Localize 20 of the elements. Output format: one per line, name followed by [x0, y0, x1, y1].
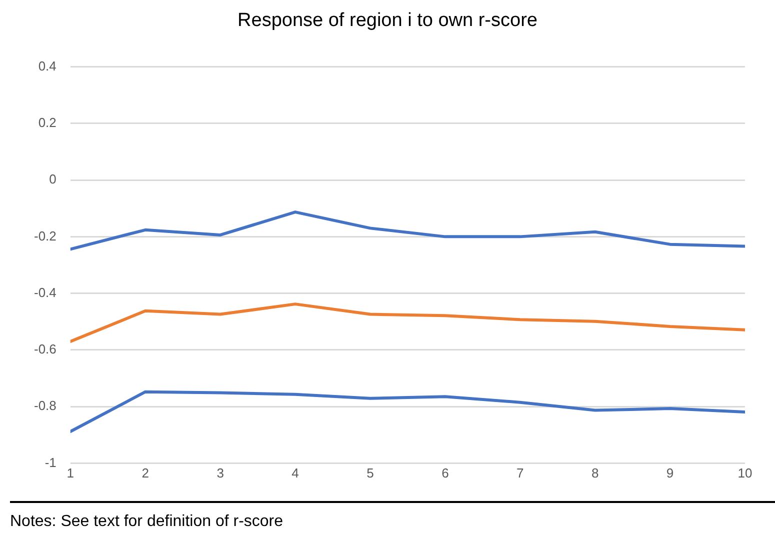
x-tick-label: 10: [738, 466, 752, 481]
x-tick-label: 5: [366, 466, 374, 481]
y-tick-label: -0.8: [34, 398, 56, 414]
x-tick-label: 1: [66, 466, 74, 481]
x-tick-label: 9: [666, 466, 674, 481]
text: Notes: See text for definition of r-score: [10, 513, 284, 531]
y-tick-label: -0.6: [34, 342, 56, 357]
y-tick-label: -0.4: [34, 284, 56, 300]
y-tick-label: 0.2: [38, 115, 56, 130]
y-tick-label: -0.2: [34, 228, 56, 244]
x-tick-label: 3: [216, 466, 224, 481]
x-tick-label: 8: [591, 466, 599, 481]
x-tick-label: 7: [516, 466, 524, 481]
y-tick-label: 0.4: [38, 58, 56, 74]
x-tick-label: 6: [442, 466, 449, 481]
x-tick-label: 4: [292, 466, 299, 481]
y-tick-label: -1: [44, 454, 56, 470]
chart-title: Response of region i to own r-score: [236, 10, 538, 32]
y-tick-label: 0: [49, 172, 56, 187]
x-tick-label: 2: [142, 466, 149, 481]
